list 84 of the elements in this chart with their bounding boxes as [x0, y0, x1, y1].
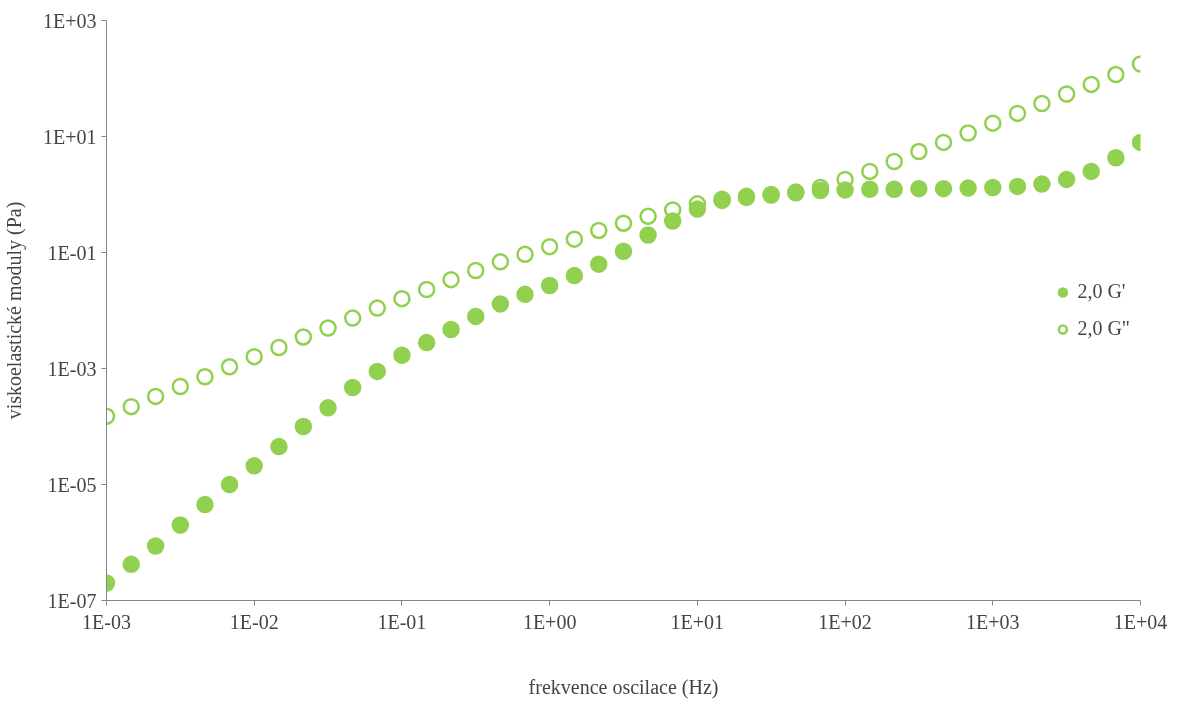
- point: [639, 207, 657, 226]
- point: [122, 397, 140, 416]
- point: [614, 214, 633, 232]
- x-tick-label: 1E+00: [522, 610, 577, 633]
- x-tick-label: 1E-02: [229, 610, 279, 633]
- point: [1008, 177, 1027, 196]
- point: [417, 333, 436, 352]
- point: [122, 555, 140, 574]
- point: [171, 516, 190, 534]
- x-tick-label: 1E-03: [82, 610, 131, 633]
- point: [1033, 94, 1051, 113]
- point: [1107, 149, 1125, 167]
- y-tick-label: 1E+03: [43, 9, 97, 32]
- point: [146, 537, 165, 555]
- point: [639, 226, 657, 244]
- y-tick-label: 1E-03: [47, 357, 97, 380]
- y-tick-label: 1E-01: [47, 241, 97, 264]
- point: [491, 295, 510, 313]
- point: [466, 261, 485, 280]
- point: [1008, 104, 1027, 123]
- point: [1057, 85, 1076, 103]
- point: [343, 309, 362, 327]
- point: [368, 362, 387, 381]
- point: [343, 378, 362, 397]
- point: [294, 417, 313, 436]
- point: [565, 266, 584, 285]
- point: [1082, 75, 1100, 94]
- legend-label: 2,0 G": [1077, 317, 1130, 340]
- point: [1033, 175, 1051, 193]
- x-axis-title: frekvence oscilace (Hz): [528, 675, 719, 699]
- point: [319, 399, 337, 417]
- point: [565, 230, 584, 248]
- point: [393, 346, 411, 364]
- x-tick-label: 1E+04: [1113, 610, 1168, 633]
- point: [516, 245, 534, 264]
- x-tick-label: 1E+01: [670, 610, 725, 633]
- point: [146, 387, 165, 406]
- point: [540, 237, 559, 256]
- point: [959, 179, 977, 197]
- point: [934, 133, 953, 152]
- point: [984, 114, 1002, 132]
- point: [442, 320, 460, 339]
- point: [491, 253, 510, 271]
- x-tick-label: 1E+02: [818, 610, 872, 633]
- point: [393, 289, 411, 308]
- point: [1082, 162, 1100, 181]
- y-tick-label: 1E+01: [43, 125, 97, 148]
- point: [885, 152, 903, 171]
- y-tick-label: 1E-05: [47, 473, 97, 496]
- point: [196, 368, 214, 386]
- point: [910, 179, 928, 198]
- point: [196, 495, 214, 514]
- point: [417, 280, 436, 299]
- point: [590, 221, 608, 240]
- point: [540, 276, 559, 295]
- point: [1107, 65, 1125, 84]
- point: [984, 178, 1002, 197]
- x-tick-label: 1E+03: [966, 610, 1020, 633]
- point: [466, 307, 485, 326]
- legend-label: 2,0 G': [1077, 280, 1126, 303]
- point: [959, 124, 977, 142]
- y-tick-label: 1E-07: [47, 589, 97, 612]
- point: [220, 358, 239, 376]
- point: [516, 285, 534, 304]
- point: [590, 255, 608, 273]
- point: [171, 377, 190, 396]
- point: [245, 347, 263, 366]
- point: [885, 180, 903, 199]
- point: [220, 475, 239, 494]
- point: [368, 299, 387, 317]
- point: [1057, 170, 1076, 189]
- point: [294, 328, 313, 346]
- point: [614, 242, 633, 261]
- point: [245, 457, 263, 475]
- point: [861, 162, 879, 181]
- point: [861, 180, 879, 199]
- x-tick-label: 1E-01: [377, 610, 427, 633]
- point: [270, 338, 288, 357]
- point: [934, 179, 953, 198]
- point: [270, 437, 288, 456]
- point: [319, 319, 337, 337]
- y-axis-title: viskoelastické moduly (Pa): [3, 201, 26, 420]
- point: [442, 270, 460, 289]
- point: [910, 142, 928, 161]
